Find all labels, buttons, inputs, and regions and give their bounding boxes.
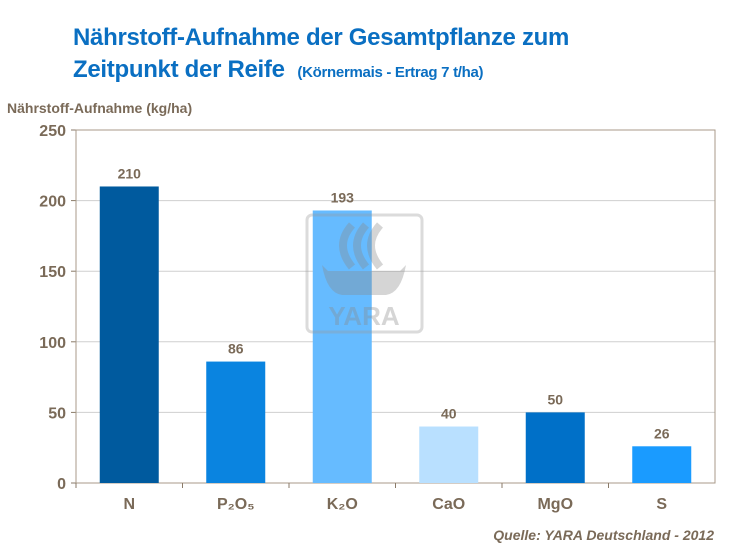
y-tick-label: 0	[57, 476, 66, 493]
bar-3	[419, 426, 479, 483]
bar-2	[312, 210, 372, 483]
x-tick-label: S	[656, 496, 667, 513]
y-tick-label: 250	[39, 123, 66, 140]
y-tick-label: 150	[39, 264, 66, 281]
logo-shape	[322, 265, 406, 295]
y-axis-label: Nährstoff-Aufnahme (kg/ha)	[7, 100, 193, 116]
y-tick-label: 50	[48, 405, 66, 422]
logo-shape	[353, 222, 370, 270]
bar-4	[525, 412, 585, 483]
chart-title-main: Zeitpunkt der Reife	[73, 56, 285, 83]
logo-shape	[367, 222, 384, 270]
data-label: 210	[118, 165, 142, 181]
x-tick-label: P₂O₅	[217, 496, 255, 513]
x-tick-label: K₂O	[327, 496, 358, 513]
source-note: Quelle: YARA Deutschland - 2012	[493, 527, 714, 543]
chart-subtitle: (Körnermais - Ertrag 7 t/ha)	[297, 64, 484, 81]
data-label: 26	[654, 425, 670, 441]
x-tick-label: MgO	[537, 496, 573, 513]
data-label: 50	[547, 391, 563, 407]
y-tick-label: 100	[39, 335, 66, 352]
yara-logo-watermark: YARA	[305, 213, 424, 334]
x-tick-label: N	[123, 496, 135, 513]
logo-shape	[305, 213, 424, 334]
chart-title-line2: Zeitpunkt der Reife (Körnermais - Ertrag…	[73, 56, 484, 84]
data-label: 40	[441, 406, 457, 422]
data-label: 193	[331, 189, 355, 205]
logo-shape: YARA	[328, 301, 400, 331]
bar-1	[206, 361, 266, 483]
bar-0	[99, 186, 159, 484]
data-label: 86	[228, 341, 244, 357]
chart-title-line1: Nährstoff-Aufnahme der Gesamtpflanze zum	[73, 24, 570, 51]
y-tick-label: 200	[39, 194, 66, 211]
x-tick-label: CaO	[432, 496, 465, 513]
bar-5	[632, 446, 692, 483]
logo-shape	[339, 222, 356, 270]
